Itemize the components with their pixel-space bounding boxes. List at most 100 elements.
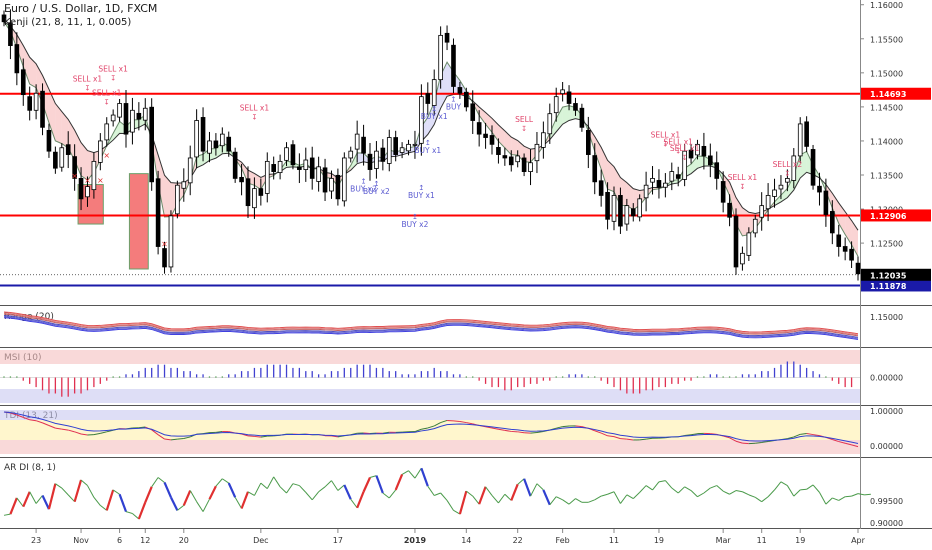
ardi-line-segment xyxy=(832,497,839,501)
cross-marker-0: × xyxy=(71,171,78,180)
price-tick-label: 1.14500 xyxy=(870,103,903,112)
candle-body xyxy=(855,262,861,275)
tdi-line-segment xyxy=(735,440,743,444)
chart-title: Euro / U.S. Dollar, 1D, FXCM xyxy=(4,2,158,15)
candle-body xyxy=(836,234,842,247)
tdi-line-segment xyxy=(16,414,24,418)
ardi-line-segment xyxy=(266,476,275,489)
tdi-line-segment xyxy=(845,442,852,446)
signal-arrow-14: ↥ xyxy=(431,105,437,113)
candle-body xyxy=(213,140,219,149)
level-tag-2 xyxy=(861,279,931,292)
candle-body xyxy=(162,248,167,268)
tdi-line-segment xyxy=(68,429,75,433)
candle-body xyxy=(239,176,244,183)
ardi-line-segment xyxy=(375,475,384,494)
ardi-line-segment xyxy=(549,496,557,506)
ardi-line-segment xyxy=(806,484,814,490)
cross-marker-2: × xyxy=(97,176,104,185)
ardi-line-segment xyxy=(857,493,865,496)
candle-body xyxy=(181,181,187,189)
cloud-segment xyxy=(241,162,248,184)
x-tick-label: Mar xyxy=(716,536,732,545)
cloud-segment xyxy=(800,151,807,179)
candle-body xyxy=(611,195,617,222)
ardi-line-segment xyxy=(594,495,602,501)
candle-body xyxy=(470,103,476,121)
cloud-segment xyxy=(787,175,794,198)
cloud-segment xyxy=(607,160,614,192)
cloud-segment xyxy=(562,105,570,125)
candle-body xyxy=(303,159,309,170)
candle-body xyxy=(817,185,822,193)
x-tick-label: 22 xyxy=(513,536,523,545)
candle-body xyxy=(605,191,610,220)
signal-arrow-11: ↥ xyxy=(373,180,379,188)
tdi-line-segment xyxy=(613,436,621,440)
candle-body xyxy=(348,150,354,159)
tdi-line-segment xyxy=(241,433,249,437)
tdi-line-segment xyxy=(684,434,692,436)
candle-body xyxy=(650,178,655,183)
candle-body xyxy=(316,166,321,182)
ardi-line-segment xyxy=(754,496,762,503)
ardi-line-segment xyxy=(318,486,326,493)
last-price-tag xyxy=(861,268,931,281)
range-band-3 xyxy=(3,315,859,338)
candle-body xyxy=(489,135,495,145)
candle-body xyxy=(830,211,835,234)
tdi-line-segment xyxy=(151,429,159,436)
tdi-line-segment xyxy=(42,422,50,426)
candle-body xyxy=(688,149,694,159)
candle-body xyxy=(361,136,366,154)
candle-body xyxy=(560,89,565,95)
tdi-line-segment xyxy=(10,412,17,416)
ardi-line-segment xyxy=(420,467,429,487)
candle-body xyxy=(220,133,225,147)
ardi-line-segment xyxy=(458,490,468,515)
ardi-line-segment xyxy=(41,495,50,510)
ardi-line-segment xyxy=(163,482,172,498)
cross-marker-1: × xyxy=(84,176,91,185)
ardi-line-segment xyxy=(812,484,820,493)
ardi-line-segment xyxy=(729,490,737,495)
tdi-tick-label: 1.00000 xyxy=(870,407,903,416)
ardi-line-segment xyxy=(780,481,788,486)
cloud-segment xyxy=(113,121,120,141)
ardi-line-segment xyxy=(485,486,493,496)
ardi-line-segment xyxy=(767,489,775,498)
signal-label-13: BUY x1 xyxy=(414,146,441,155)
cross-marker-4: × xyxy=(161,240,168,249)
tdi-line-segment xyxy=(177,437,184,440)
candle-body xyxy=(791,155,797,181)
candle-body xyxy=(701,145,707,157)
range-tick-label: 1.15000 xyxy=(870,313,903,322)
tdi-line-segment xyxy=(761,440,769,443)
x-tick-label: 14 xyxy=(461,536,471,545)
signal-arrow-8: ↧ xyxy=(739,183,745,191)
tdi-line-segment xyxy=(80,433,88,436)
candle-body xyxy=(386,137,392,164)
candle-body xyxy=(586,129,591,155)
ardi-line-segment xyxy=(331,480,339,491)
candle-body xyxy=(91,160,97,191)
tdi-line-segment xyxy=(254,435,261,438)
x-tick-label: Nov xyxy=(73,536,89,545)
candle-body xyxy=(130,109,135,133)
candle-body xyxy=(335,174,341,200)
candle-body xyxy=(746,232,752,256)
candle-body xyxy=(155,178,161,247)
cloud-segment xyxy=(61,111,69,148)
tdi-line-segment xyxy=(729,437,737,442)
ardi-line-segment xyxy=(292,483,300,487)
ardi-tick-label: 0.90000 xyxy=(870,519,903,528)
ardi-line-segment xyxy=(510,483,519,501)
candle-body xyxy=(502,155,508,159)
ardi-line-segment xyxy=(800,488,807,491)
candle-body xyxy=(399,147,405,153)
x-tick-label: Feb xyxy=(556,536,570,545)
ardi-line-segment xyxy=(118,493,128,512)
x-tick-label: Dec xyxy=(253,536,268,545)
candle-body xyxy=(65,144,71,155)
